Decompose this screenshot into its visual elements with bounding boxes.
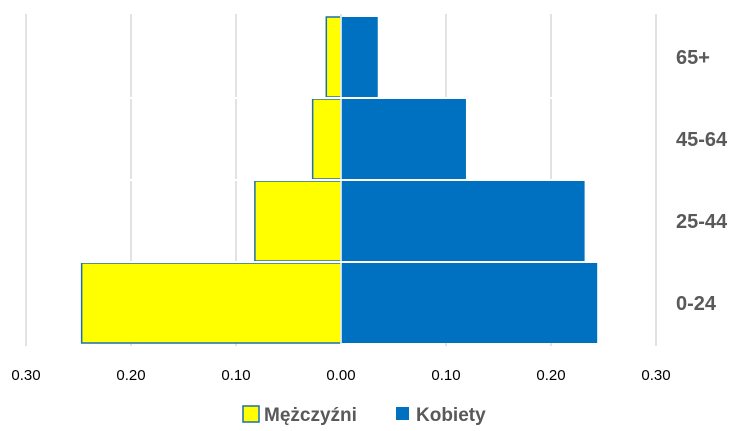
category-label: 65+ xyxy=(676,47,710,69)
category-labels: 0-24 25-44 45-64 65+ xyxy=(676,47,728,315)
legend-label-men: Mężczyźni xyxy=(264,405,357,426)
x-tick-label: 0.20 xyxy=(116,367,145,384)
bar-men-65+ xyxy=(325,16,342,98)
legend-label-women: Kobiety xyxy=(416,405,486,426)
category-label: 0-24 xyxy=(676,293,717,315)
x-tick-label: 0.30 xyxy=(641,367,670,384)
bar-women-45-64 xyxy=(341,99,466,179)
bars xyxy=(60,16,640,346)
x-tick-label: 0.10 xyxy=(221,367,250,384)
bar-men-0-24 xyxy=(80,262,342,344)
bar-women-25-44 xyxy=(341,181,585,261)
x-tick-label: 0.30 xyxy=(11,367,40,384)
x-tick-label: 0.10 xyxy=(431,367,460,384)
bar-men-25-44 xyxy=(254,180,342,262)
legend: Mężczyźni Kobiety xyxy=(242,405,486,426)
legend-swatch-women xyxy=(396,407,409,420)
legend-swatch-men xyxy=(242,405,260,423)
x-tick-label: 0.20 xyxy=(536,367,565,384)
bar-men-45-64 xyxy=(311,98,342,180)
category-label: 25-44 xyxy=(676,211,728,233)
bar-women-65+ xyxy=(341,17,378,97)
x-axis-tick-labels: 0.30 0.20 0.10 0.00 0.10 0.20 0.30 xyxy=(11,367,670,384)
category-label: 45-64 xyxy=(676,129,728,151)
bar-women-0-24 xyxy=(341,263,598,343)
x-tick-label: 0.00 xyxy=(326,367,355,384)
